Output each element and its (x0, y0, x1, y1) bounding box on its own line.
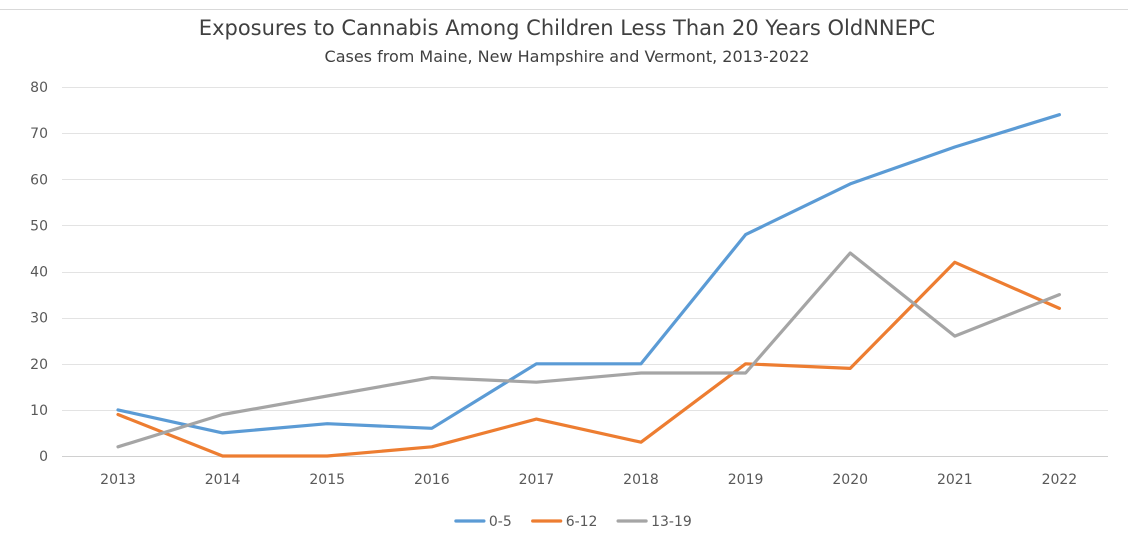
x-tick-label: 2022 (1042, 472, 1078, 488)
y-axis-ticks: 0 10 20 30 40 50 60 70 80 (30, 80, 48, 465)
y-tick-label: 60 (30, 172, 48, 188)
y-tick-label: 20 (30, 357, 48, 373)
x-tick-label: 2021 (937, 472, 973, 488)
legend: 0-5 6-12 13-19 (454, 514, 692, 530)
series-lines (116, 113, 1062, 458)
chart-subtitle: Cases from Maine, New Hampshire and Verm… (325, 47, 810, 66)
series-line-6-12 (116, 260, 1062, 458)
x-tick-label: 2014 (205, 472, 241, 488)
gridlines (62, 87, 1108, 457)
x-tick-label: 2018 (623, 472, 659, 488)
series-line-13-19 (116, 251, 1062, 449)
x-tick-label: 2016 (414, 472, 450, 488)
legend-label-0-5: 0-5 (489, 514, 512, 530)
x-tick-label: 2015 (309, 472, 345, 488)
x-axis-ticks: 2013 2014 2015 2016 2017 2018 2019 2020 2021 2022 (100, 472, 1077, 488)
x-tick-label: 2020 (832, 472, 868, 488)
y-tick-label: 80 (30, 80, 48, 96)
y-tick-label: 50 (30, 218, 48, 234)
x-tick-label: 2019 (728, 472, 764, 488)
y-tick-label: 40 (30, 265, 48, 281)
x-tick-label: 2013 (100, 472, 136, 488)
y-tick-label: 30 (30, 311, 48, 327)
x-tick-label: 2017 (519, 472, 555, 488)
legend-label-13-19: 13-19 (651, 514, 692, 530)
y-tick-label: 0 (39, 449, 48, 465)
legend-label-6-12: 6-12 (566, 514, 598, 530)
y-tick-label: 70 (30, 126, 48, 142)
series-line-0-5 (116, 113, 1062, 435)
chart-title: Exposures to Cannabis Among Children Les… (199, 16, 935, 40)
y-tick-label: 10 (30, 403, 48, 419)
